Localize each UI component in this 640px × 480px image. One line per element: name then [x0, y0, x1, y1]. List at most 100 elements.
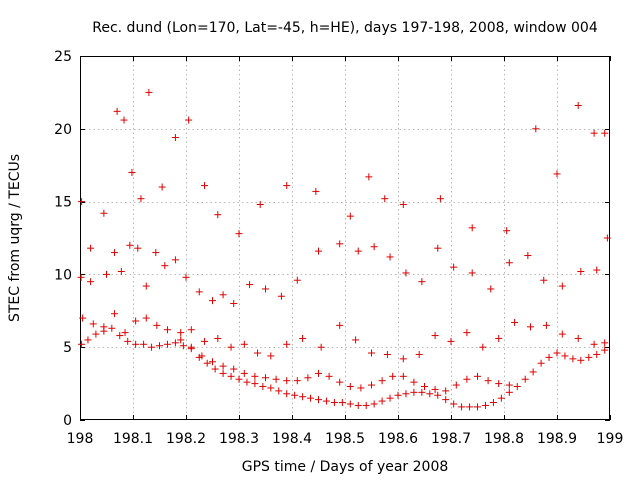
data-point	[251, 372, 259, 380]
data-point	[140, 340, 148, 348]
data-point	[383, 350, 391, 358]
data-point	[132, 340, 140, 348]
data-point	[481, 401, 489, 409]
data-point	[219, 369, 227, 377]
data-point	[436, 195, 444, 203]
chart-title: Rec. dund (Lon=170, Lat=-45, h=HE), days…	[92, 20, 598, 36]
data-point	[527, 323, 534, 331]
data-point	[418, 278, 426, 286]
x-tick-label: 198.1	[113, 431, 153, 447]
y-tick-label: 10	[54, 267, 72, 283]
data-point	[503, 227, 511, 235]
data-point	[299, 334, 307, 342]
data-point	[84, 336, 92, 344]
data-point	[450, 400, 458, 408]
data-point	[336, 321, 344, 329]
data-point	[590, 340, 598, 348]
data-point	[505, 259, 513, 267]
data-point	[399, 355, 407, 363]
data-point	[601, 339, 609, 347]
data-point	[124, 337, 132, 345]
y-axis-label: STEC from uqrg / TECUs	[7, 154, 23, 322]
data-point	[113, 107, 121, 115]
data-point	[574, 102, 582, 110]
data-point	[447, 337, 455, 345]
data-point	[148, 343, 156, 351]
data-point	[394, 391, 402, 399]
data-point	[474, 372, 481, 380]
grid-lines	[80, 56, 610, 420]
data-point	[219, 362, 227, 370]
data-point	[524, 251, 532, 259]
data-point	[537, 359, 545, 367]
data-point	[120, 116, 128, 124]
data-point	[354, 401, 362, 409]
data-point	[161, 262, 169, 270]
data-point	[542, 321, 550, 329]
data-point	[304, 374, 312, 382]
data-point	[100, 327, 108, 335]
data-point	[545, 353, 553, 361]
data-point	[132, 317, 140, 325]
data-point	[553, 170, 561, 178]
data-point	[293, 377, 301, 385]
data-point	[357, 384, 365, 392]
data-point	[603, 234, 611, 242]
x-tick-label: 198.3	[219, 431, 259, 447]
data-point	[386, 253, 394, 261]
data-point	[601, 129, 609, 137]
data-point	[487, 285, 495, 293]
data-point	[128, 168, 136, 176]
data-point	[378, 397, 386, 405]
data-point	[134, 244, 142, 252]
data-point	[198, 352, 206, 360]
data-point	[201, 337, 209, 345]
data-point	[267, 384, 275, 392]
data-point	[227, 372, 235, 380]
data-point	[336, 240, 344, 248]
data-point	[211, 365, 219, 373]
data-point	[78, 340, 86, 348]
data-point	[116, 332, 124, 340]
data-point	[277, 292, 285, 300]
data-point	[354, 247, 362, 255]
data-point	[315, 396, 322, 404]
x-tick-label: 199	[597, 431, 624, 447]
data-point	[463, 375, 471, 383]
y-tick-label: 25	[54, 49, 72, 65]
data-point	[370, 400, 378, 408]
data-point	[158, 183, 166, 191]
data-point	[352, 336, 360, 344]
data-point	[171, 339, 179, 347]
data-point	[466, 403, 474, 411]
data-point	[142, 314, 150, 322]
data-point	[89, 320, 97, 328]
data-point	[187, 343, 195, 351]
data-point	[553, 349, 561, 357]
data-point	[156, 342, 163, 350]
data-point	[177, 329, 185, 337]
data-point	[259, 383, 267, 391]
data-point	[230, 300, 238, 308]
data-point	[442, 396, 450, 404]
data-point	[495, 334, 503, 342]
data-point	[532, 125, 540, 133]
data-point	[312, 187, 320, 195]
x-tick-label: 198.9	[537, 431, 577, 447]
data-point	[240, 340, 248, 348]
data-point	[484, 377, 492, 385]
data-point	[452, 381, 460, 389]
data-point	[505, 388, 513, 396]
data-point	[362, 401, 370, 409]
data-point	[558, 330, 566, 338]
data-point	[272, 375, 280, 383]
data-point	[593, 266, 601, 274]
y-tick-labels: 0 5 10 15 20 25	[54, 49, 72, 429]
data-point	[381, 195, 389, 203]
data-point	[203, 359, 211, 367]
x-axis-label: GPS time / Days of year 2008	[242, 459, 449, 475]
data-point	[299, 393, 307, 401]
data-point	[121, 329, 129, 337]
data-point	[92, 330, 100, 338]
